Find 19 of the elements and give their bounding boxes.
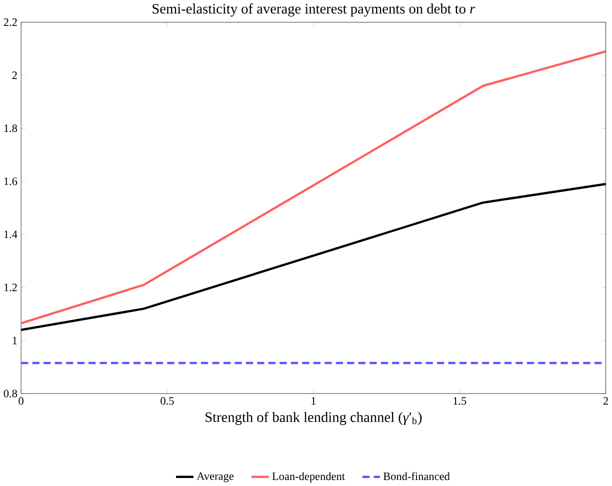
- y-tick-label: 2: [12, 72, 17, 80]
- x-axis-title: Strength of bank lending channel (γ′$_{b}$): [206, 412, 422, 426]
- y-tick-label: 2.2: [4, 18, 17, 26]
- y-tick-label: 1.4: [4, 230, 18, 238]
- y-tick-label: 0.8: [4, 390, 18, 398]
- chart-title: Semi-elasticity of average interest payments on debt to r: [152, 4, 476, 17]
- x-tick-label: 1: [312, 397, 316, 405]
- x-tick-label: 0: [18, 397, 24, 405]
- y-tick-label: 1.8: [4, 124, 18, 132]
- x-tick-label: 0.5: [160, 397, 174, 405]
- y-tick-label: 1.6: [4, 178, 18, 186]
- x-tick-label: 2: [603, 397, 608, 405]
- x-tick-label: 1.5: [454, 397, 466, 405]
- legend-label: Loan-dependent: [272, 472, 345, 483]
- line-series: [21, 50, 606, 325]
- legend-label: Bond-financed: [383, 472, 450, 480]
- y-tick-label: 1: [12, 336, 17, 344]
- legend-label: Average: [196, 472, 234, 482]
- y-tick-label: 1.2: [4, 284, 17, 292]
